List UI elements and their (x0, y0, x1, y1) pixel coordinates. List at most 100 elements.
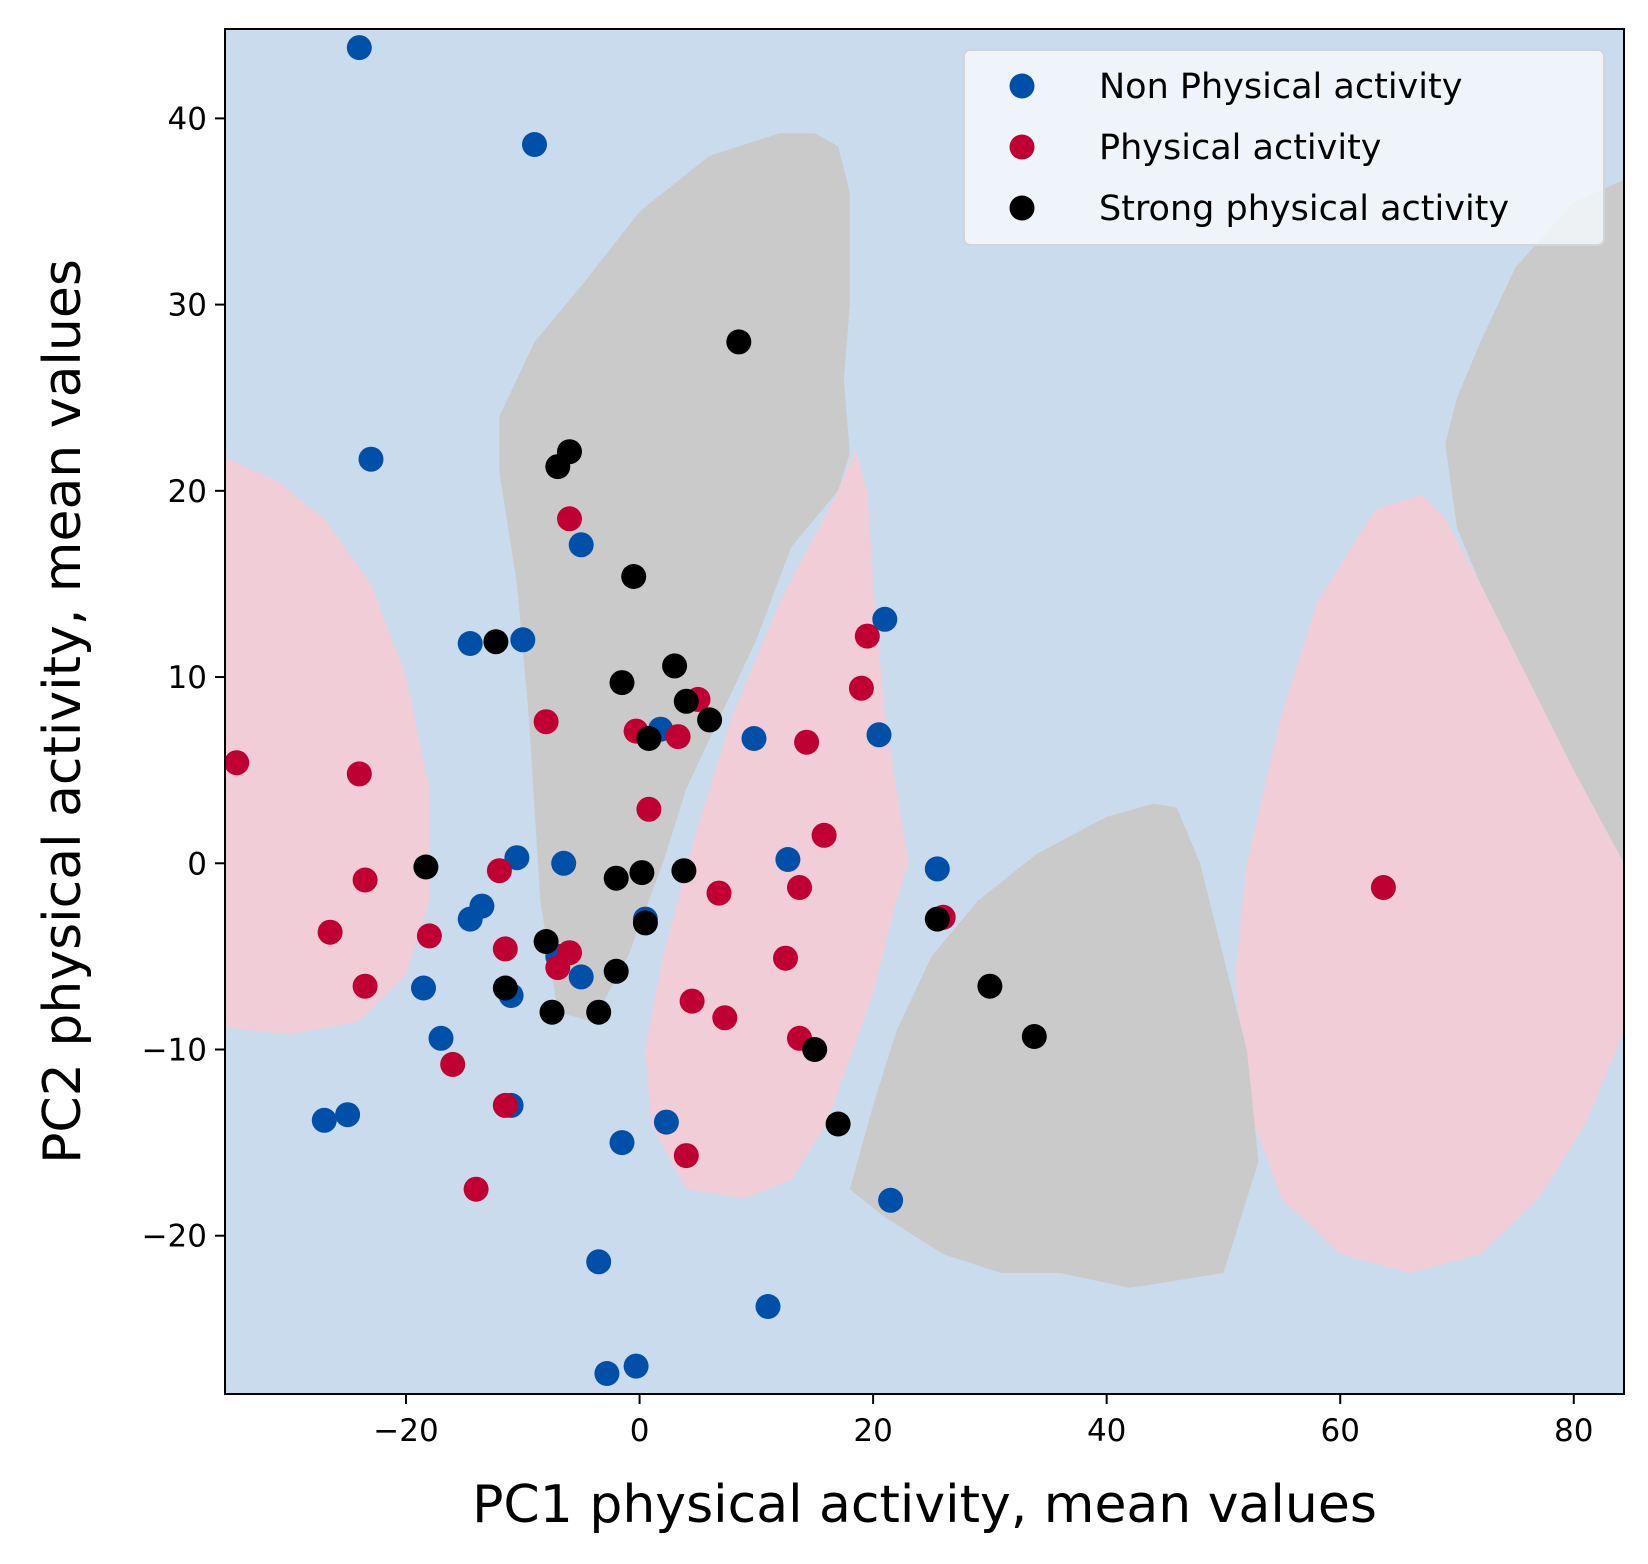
point-strong-physical-activity-12 (603, 865, 629, 891)
point-non-physical-activity-10 (741, 726, 767, 751)
y-tick-label: −20 (142, 1219, 207, 1255)
point-non-physical-activity-18 (411, 975, 436, 1001)
x-tick-label: 20 (853, 1413, 892, 1449)
point-physical-activity-21 (492, 936, 518, 962)
legend-marker-physical-activity (1009, 134, 1035, 160)
point-physical-activity-11 (811, 822, 837, 848)
legend-label-strong-physical-activity: Strong physical activity (1099, 189, 1509, 229)
point-strong-physical-activity-16 (924, 906, 950, 932)
y-tick-label: 30 (168, 288, 207, 324)
point-physical-activity-26 (679, 988, 705, 1014)
legend-marker-non-physical-activity (1009, 73, 1035, 99)
x-axis-ticks: −20 0 20 40 60 80 (373, 1394, 1594, 1449)
point-strong-physical-activity-22 (586, 999, 612, 1025)
point-non-physical-activity-23 (335, 1102, 361, 1128)
y-tick-label: 0 (187, 846, 207, 882)
point-strong-physical-activity-15 (533, 929, 559, 954)
y-axis-title: PC2 physical activity, mean values (33, 259, 93, 1164)
region-strong-physical-activity-5 (849, 803, 1259, 1288)
x-axis-title: PC1 physical activity, mean values (472, 1475, 1377, 1535)
point-strong-physical-activity-3 (545, 454, 571, 480)
point-non-physical-activity-27 (609, 1130, 635, 1156)
x-tick-label: 40 (1087, 1413, 1126, 1449)
decision-regions (225, 133, 1624, 1288)
point-strong-physical-activity-13 (629, 860, 655, 886)
y-tick-label: 20 (168, 474, 207, 510)
point-physical-activity-2 (557, 506, 582, 532)
point-physical-activity-20 (416, 923, 442, 949)
region-physical-activity-3 (1235, 494, 1624, 1274)
y-tick-label: −10 (142, 1032, 207, 1068)
x-tick-label: 80 (1554, 1413, 1593, 1449)
point-physical-activity-19 (317, 919, 343, 945)
region-physical-activity-2 (645, 449, 909, 1199)
point-physical-activity-16 (706, 880, 732, 906)
legend-label-non-physical-activity: Non Physical activity (1099, 67, 1462, 107)
region-strong-physical-activity-4 (499, 133, 850, 1022)
point-physical-activity-32 (463, 1176, 489, 1202)
point-strong-physical-activity-14 (671, 858, 697, 884)
point-strong-physical-activity-19 (603, 958, 629, 984)
point-physical-activity-13 (352, 867, 378, 893)
point-non-physical-activity-5 (457, 631, 483, 656)
point-physical-activity-10 (636, 796, 662, 822)
point-non-physical-activity-11 (551, 850, 577, 876)
point-non-physical-activity-24 (311, 1107, 337, 1133)
point-strong-physical-activity-9 (697, 707, 723, 733)
point-physical-activity-30 (492, 1092, 518, 1118)
point-non-physical-activity-16 (457, 906, 483, 932)
point-non-physical-activity-20 (568, 964, 594, 990)
point-non-physical-activity-1 (346, 35, 372, 61)
point-physical-activity-14 (486, 858, 512, 884)
point-non-physical-activity-6 (510, 627, 536, 653)
point-physical-activity-1 (224, 750, 250, 776)
region-physical-activity-1 (225, 457, 430, 1035)
point-strong-physical-activity-18 (492, 975, 518, 1001)
point-strong-physical-activity-11 (413, 854, 439, 880)
y-tick-label: 40 (168, 101, 207, 137)
y-tick-label: 10 (168, 660, 207, 696)
point-strong-physical-activity-24 (802, 1037, 828, 1062)
point-strong-physical-activity-10 (636, 726, 662, 751)
point-physical-activity-18 (1370, 875, 1396, 900)
point-strong-physical-activity-20 (977, 973, 1003, 999)
point-physical-activity-3 (854, 623, 880, 649)
point-physical-activity-12 (346, 761, 372, 787)
point-non-physical-activity-12 (504, 845, 530, 871)
point-strong-physical-activity-25 (825, 1111, 851, 1137)
point-physical-activity-8 (665, 724, 691, 750)
point-strong-physical-activity-6 (662, 653, 688, 679)
legend-box (963, 49, 1605, 246)
point-physical-activity-23 (557, 940, 582, 966)
point-physical-activity-9 (794, 729, 820, 755)
x-tick-label: −20 (373, 1413, 438, 1449)
point-strong-physical-activity-1 (726, 329, 752, 355)
point-non-physical-activity-21 (428, 1025, 454, 1051)
region-strong-physical-activity-6 (1445, 179, 1624, 864)
point-strong-physical-activity-23 (1021, 1024, 1047, 1049)
point-strong-physical-activity-17 (632, 910, 658, 936)
point-non-physical-activity-29 (586, 1249, 612, 1275)
point-non-physical-activity-32 (623, 1353, 649, 1379)
y-axis-ticks: −20 −10 0 10 20 30 40 (142, 101, 225, 1255)
point-non-physical-activity-26 (653, 1109, 679, 1135)
point-physical-activity-25 (352, 973, 378, 999)
legend-marker-strong-physical-activity (1009, 195, 1035, 221)
data-points (224, 35, 1396, 1386)
point-non-physical-activity-7 (872, 606, 898, 632)
point-non-physical-activity-4 (568, 532, 594, 558)
point-physical-activity-5 (533, 709, 559, 735)
point-non-physical-activity-3 (358, 446, 384, 472)
point-physical-activity-24 (773, 945, 798, 971)
plot-frame (224, 28, 1625, 1395)
point-non-physical-activity-2 (522, 132, 547, 157)
point-physical-activity-15 (787, 875, 812, 900)
point-physical-activity-31 (673, 1143, 699, 1169)
legend-label-physical-activity: Physical activity (1099, 128, 1382, 168)
x-tick-label: 60 (1321, 1413, 1360, 1449)
point-strong-physical-activity-5 (483, 629, 509, 655)
point-non-physical-activity-28 (878, 1187, 904, 1213)
point-non-physical-activity-13 (775, 847, 801, 872)
point-non-physical-activity-8 (866, 722, 892, 748)
point-non-physical-activity-30 (755, 1294, 781, 1319)
